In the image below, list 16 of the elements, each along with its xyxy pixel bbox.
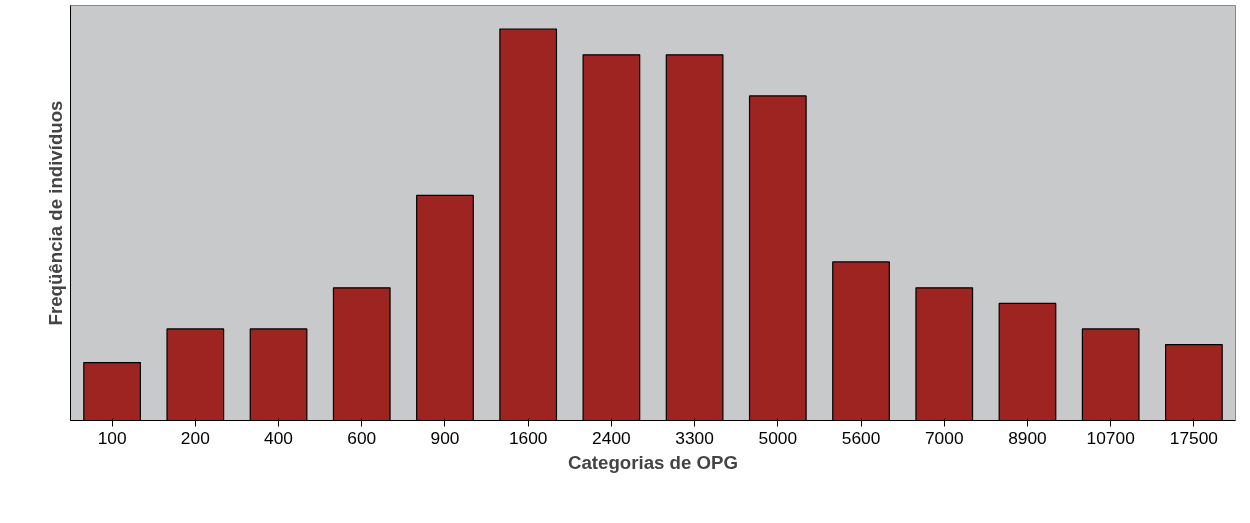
- x-tick-label: 5600: [841, 427, 881, 448]
- x-tick-label: 900: [430, 427, 460, 448]
- x-tick-label: 7000: [924, 427, 964, 448]
- x-axis-title: Categorias de OPG: [567, 451, 739, 473]
- x-tick-label: 17500: [1169, 427, 1218, 448]
- x-tick-label: 5000: [758, 427, 798, 448]
- x-tick-label: 2400: [592, 427, 631, 448]
- x-tick-label: 8900: [1008, 427, 1047, 448]
- x-tick-label: 100: [97, 427, 127, 448]
- x-tick-label: 600: [347, 427, 377, 448]
- x-tick-label: 3300: [675, 427, 714, 448]
- x-tick-label: 400: [264, 427, 293, 448]
- x-tick-label: 1600: [508, 427, 548, 448]
- y-axis-title: Freqüência de indivíduos: [44, 100, 66, 326]
- x-tick-label: 200: [180, 427, 210, 448]
- x-tick-label: 10700: [1086, 427, 1135, 448]
